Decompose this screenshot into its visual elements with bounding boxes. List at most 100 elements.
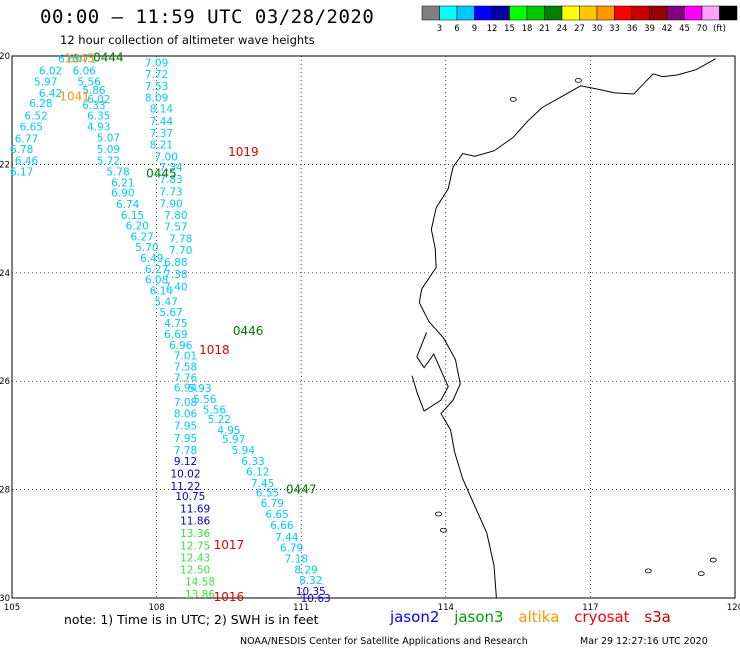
wave-height-value: 5.56 — [193, 394, 217, 406]
colorbar-label: 21 — [539, 24, 550, 34]
island-outline — [709, 557, 717, 563]
wave-height-value: 7.00 — [155, 151, 178, 163]
lon-tick-label: 114 — [438, 603, 454, 613]
footer-note: note: 1) Time is in UTC; 2) SWH is in fe… — [64, 612, 319, 627]
wave-height-value: 5.56 — [203, 404, 227, 416]
wave-height-value: 7.78 — [174, 445, 197, 457]
colorbar-label: 12 — [487, 24, 498, 34]
wave-height-value: 5.07 — [97, 132, 120, 144]
wave-height-value: 4.95 — [217, 425, 240, 437]
pass-time-label: 1041 — [59, 90, 90, 104]
wave-height-value: 14.58 — [185, 577, 215, 589]
wave-height-value: 7.72 — [145, 69, 168, 81]
wave-height-value: 6.55 — [256, 487, 279, 499]
wave-height-value: 5.97 — [34, 76, 57, 88]
island-outline — [697, 571, 705, 577]
wave-height-value: 7.37 — [150, 128, 173, 140]
wave-height-value: 7.76 — [174, 372, 198, 384]
wave-height-value: 7.08 — [174, 397, 197, 409]
wave-height-value: 6.79 — [261, 498, 284, 510]
wave-height-value: 5.67 — [159, 307, 182, 319]
wave-height-value: 8.21 — [150, 139, 173, 151]
wave-height-value: 11.69 — [180, 504, 210, 516]
wave-height-value: 6.66 — [270, 520, 294, 532]
wave-height-value: 4.93 — [87, 121, 110, 133]
wave-height-value: 6.94 — [174, 383, 198, 395]
island-outline — [644, 568, 652, 574]
lon-tick-label: 117 — [582, 603, 598, 613]
wave-height-value: 7.80 — [164, 210, 187, 222]
wave-height-value: 6.35 — [87, 111, 110, 123]
wave-height-value: 5.93 — [188, 383, 211, 395]
map-subtitle: 12 hour collection of altimeter wave hei… — [60, 33, 315, 47]
wave-height-value: 10.02 — [170, 468, 200, 480]
wave-height-value: 11.22 — [170, 481, 200, 493]
wave-height-value: 5.78 — [106, 166, 129, 178]
pass-time-label: 1016 — [214, 590, 245, 604]
wave-height-value: 9.12 — [174, 456, 197, 468]
colorbar-label: 30 — [592, 24, 603, 34]
pass-time-label: 1019 — [228, 145, 259, 159]
lat-tick-label: -24 — [0, 269, 10, 279]
wave-height-value: 13.36 — [180, 528, 210, 540]
island-outline — [509, 96, 517, 102]
wave-height-value: 4.75 — [164, 318, 187, 330]
wave-height-value: 5.72 — [97, 156, 120, 168]
wave-height-value: 7.95 — [174, 433, 197, 445]
wave-height-value: 7.73 — [159, 187, 182, 199]
wave-height-map: 105 108 111 114 117 120 -20 -22 -24 -26 -28 -30 6.60… — [0, 51, 740, 613]
colorbar-label: 33 — [609, 24, 620, 34]
colorbar-label: 45 — [679, 24, 690, 34]
wave-height-value: 7.09 — [145, 58, 168, 70]
map-title: 00:00 – 11:59 UTC 03/28/2020 — [40, 6, 375, 28]
colorbar-label: 6 — [454, 24, 459, 34]
island-outline — [439, 527, 447, 533]
wave-height-value: 6.78 — [10, 144, 33, 156]
credit-line: NOAA/NESDIS Center for Satellite Applica… — [240, 636, 528, 647]
wave-height-value: 7.53 — [145, 81, 168, 93]
colorbar-label: 15 — [504, 24, 515, 34]
lat-tick-label: -28 — [0, 486, 10, 496]
wave-height-value: 5.09 — [97, 144, 120, 156]
wave-height-value: 5.97 — [222, 434, 245, 446]
pass-time-label: 0447 — [286, 483, 317, 497]
wave-height-value: 7.44 — [275, 532, 299, 544]
wave-height-value: 6.28 — [29, 98, 52, 110]
wave-height-value: 6.15 — [121, 210, 144, 222]
colorbar-label: 36 — [627, 24, 638, 34]
wave-height-value: 13.86 — [185, 589, 215, 601]
wave-height-value: 5.86 — [82, 85, 106, 97]
pass-time-label: 0444 — [93, 51, 124, 65]
legend-cryosat: cryosat — [574, 608, 630, 626]
wave-height-value: 6.49 — [140, 253, 163, 265]
legend-jason3: jason3 — [454, 608, 504, 626]
wave-height-value: 7.01 — [174, 351, 197, 363]
wave-height-value: 5.56 — [77, 76, 101, 88]
wave-height-value: 5.94 — [232, 445, 256, 457]
wave-height-value: 7.58 — [174, 362, 197, 374]
wave-height-value: 12.75 — [180, 540, 210, 552]
wave-height-value: 6.65 — [265, 509, 288, 521]
colorbar-label: (ft) — [713, 24, 726, 34]
lon-tick-label: 120 — [727, 603, 740, 613]
wave-height-value: 7.90 — [159, 198, 182, 210]
wave-height-value: 6.69 — [164, 329, 187, 341]
wave-height-value: 10.63 — [301, 593, 331, 605]
wave-height-value: 6.90 — [111, 188, 134, 200]
wave-height-value: 6.14 — [150, 286, 174, 298]
wave-height-value: 7.34 — [159, 162, 183, 174]
legend-jason2: jason2 — [390, 608, 440, 626]
wave-height-value: 7.18 — [285, 553, 308, 565]
pass-time-label: 0446 — [233, 324, 264, 338]
colorbar-label: 42 — [662, 24, 673, 34]
wave-height-value: 6.74 — [116, 199, 140, 211]
wave-height-value: 6.79 — [280, 543, 303, 555]
wave-height-value: 6.21 — [111, 177, 134, 189]
wave-height-value: 6.88 — [164, 257, 187, 269]
legend-altika: altika — [518, 608, 560, 626]
island-outline — [435, 511, 442, 517]
generation-timestamp: Mar 29 12:27:16 UTC 2020 — [580, 636, 708, 647]
wave-height-value: 6.02 — [39, 66, 62, 78]
wave-height-value: 11.86 — [180, 515, 210, 527]
lat-tick-label: -30 — [0, 594, 10, 604]
